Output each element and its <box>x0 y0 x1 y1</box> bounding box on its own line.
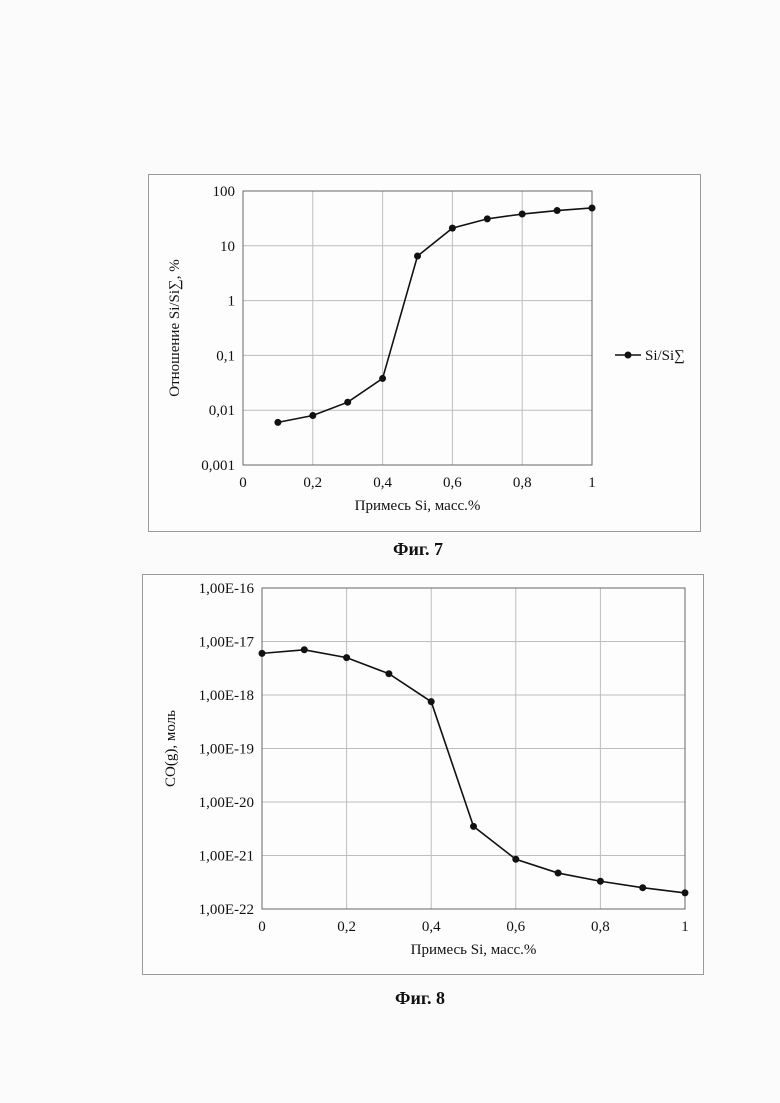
figure-8-chart-frame: 0 0,2 0,4 0,6 0,8 1 1,00E-22 1,00E-21 1,00E-20 1,… <box>142 574 704 975</box>
fig7-legend-marker <box>625 352 632 359</box>
fig8-y-tick-label: 1,00E-16 <box>199 581 255 597</box>
fig8-y-tick-label: 1,00E-18 <box>199 688 254 704</box>
fig8-data-point <box>259 650 266 657</box>
fig8-x-tick-label: 0 <box>258 919 266 935</box>
fig7-y-tick-label: 100 <box>213 184 236 200</box>
fig8-x-axis-label: Примесь Si, масс.% <box>411 942 537 958</box>
fig8-x-tick-label: 0,6 <box>506 919 525 935</box>
fig8-y-axis-label: CO(g), моль <box>163 710 179 787</box>
fig8-data-point <box>597 878 604 885</box>
fig7-data-point <box>344 399 351 406</box>
figure-7-chart: 0 0,2 0,4 0,6 0,8 1 0,001 0,01 0,1 1 10 100 Примесь … <box>149 175 700 531</box>
fig8-y-tick-label: 1,00E-22 <box>199 902 254 918</box>
fig8-data-point <box>343 654 350 661</box>
fig7-legend-label: Si/Si∑ <box>645 348 685 364</box>
fig8-data-point <box>428 698 435 705</box>
fig8-series-line <box>262 650 685 893</box>
fig8-x-tick-label: 0,4 <box>422 919 441 935</box>
fig8-x-tick-label: 0,2 <box>337 919 356 935</box>
fig8-data-point <box>301 646 308 653</box>
fig8-data-point <box>512 856 519 863</box>
fig7-data-point <box>554 207 561 214</box>
fig7-data-point <box>414 253 421 260</box>
figure-8-caption: Фиг. 8 <box>320 988 520 1009</box>
fig7-x-tick-label: 0,4 <box>373 475 392 491</box>
fig8-data-point <box>555 870 562 877</box>
figure-7-chart-frame: 0 0,2 0,4 0,6 0,8 1 0,001 0,01 0,1 1 10 100 Примесь … <box>148 174 701 532</box>
fig7-data-point <box>519 211 526 218</box>
fig7-y-tick-label: 0,01 <box>209 403 235 419</box>
fig7-y-axis-label: Отношение Si/Si∑, % <box>167 259 183 396</box>
fig7-series-line <box>278 208 592 422</box>
figure-7-caption: Фиг. 7 <box>318 539 518 560</box>
fig7-y-tick-label: 0,001 <box>201 458 235 474</box>
fig7-data-point <box>309 412 316 419</box>
fig7-x-tick-label: 0,6 <box>443 475 462 491</box>
fig7-x-tick-label: 0,8 <box>513 475 532 491</box>
fig7-data-point <box>449 225 456 232</box>
fig7-data-point <box>484 215 491 222</box>
fig8-x-tick-label: 1 <box>681 919 689 935</box>
fig8-y-tick-label: 1,00E-20 <box>199 795 254 811</box>
fig7-x-tick-label: 1 <box>588 475 596 491</box>
fig7-y-tick-label: 10 <box>220 239 235 255</box>
fig7-plot-area <box>243 191 592 465</box>
fig8-data-point <box>385 670 392 677</box>
fig7-data-point <box>589 204 596 211</box>
fig8-y-tick-label: 1,00E-21 <box>199 849 254 865</box>
fig7-data-point <box>274 419 281 426</box>
fig7-x-tick-label: 0 <box>239 475 247 491</box>
fig8-data-point <box>639 884 646 891</box>
figure-8-chart: 0 0,2 0,4 0,6 0,8 1 1,00E-22 1,00E-21 1,00E-20 1,… <box>143 575 703 974</box>
fig7-y-tick-label: 1 <box>228 294 236 310</box>
fig7-y-tick-label: 0,1 <box>216 348 235 364</box>
fig7-data-point <box>379 375 386 382</box>
fig8-y-tick-label: 1,00E-19 <box>199 742 254 758</box>
fig8-x-tick-label: 0,8 <box>591 919 610 935</box>
fig8-y-tick-label: 1,00E-17 <box>199 635 255 651</box>
fig7-x-tick-label: 0,2 <box>303 475 322 491</box>
fig8-data-point <box>470 823 477 830</box>
fig7-x-axis-label: Примесь Si, масс.% <box>355 498 481 514</box>
fig8-data-point <box>682 889 689 896</box>
